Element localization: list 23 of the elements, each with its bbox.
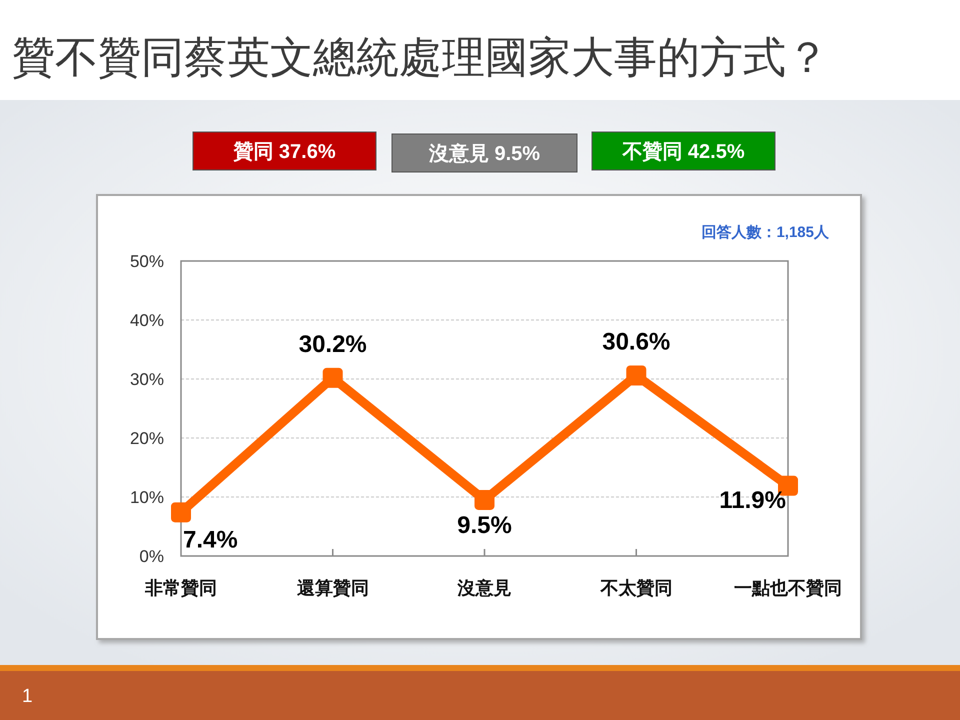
data-label: 7.4% [183,526,238,554]
data-label: 9.5% [457,512,512,539]
y-tick-label: 40% [130,311,164,330]
point [322,368,343,388]
data-label: 11.9% [719,486,786,514]
data-label: 30.6% [602,328,670,356]
y-tick-label: 20% [130,429,164,448]
y-tick-label: 30% [130,370,164,389]
point [474,490,494,510]
x-tick-label: 非常贊同 [144,578,217,598]
text: 1 [22,686,33,707]
x-tick-label: 還算贊同 [296,578,369,598]
x-tick-label: 一點也不贊同 [734,578,842,598]
text: 回答人數：1,185人 [701,224,830,241]
point [626,365,646,386]
data-label: 30.2% [298,330,367,358]
point [171,502,191,522]
y-tick-label: 0% [139,547,164,566]
x-tick-label: 沒意見 [456,578,512,598]
x-tick-label: 不太贊同 [599,578,672,598]
y-tick-label: 50% [130,252,164,271]
chart-title: 贊不贊同蔡英文總統處理國家大事的方式？ [12,34,829,82]
y-tick-label: 10% [130,488,164,507]
